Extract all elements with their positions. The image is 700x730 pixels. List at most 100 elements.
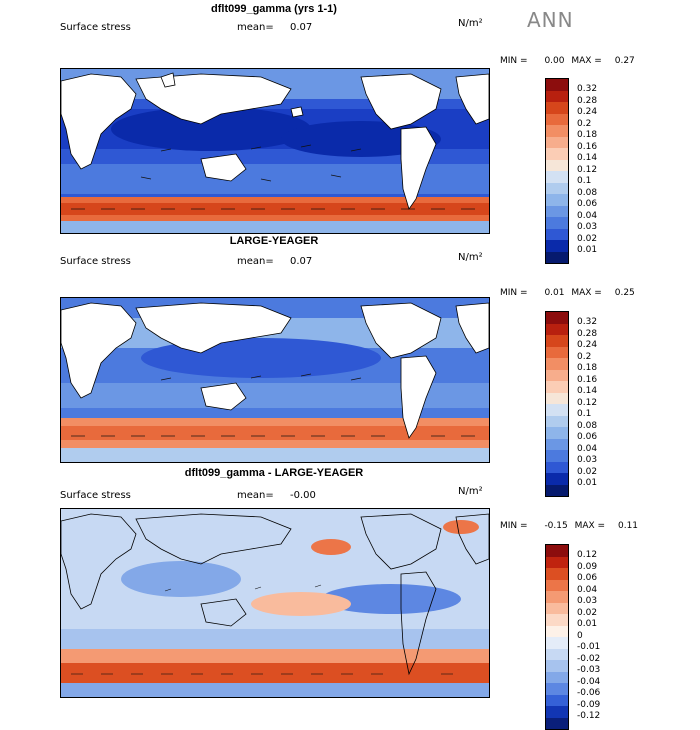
panel-3-mean-label: mean= bbox=[237, 490, 274, 501]
colorbar-tick-label: -0.01 bbox=[577, 642, 601, 652]
colorbar-tick-label: 0.02 bbox=[577, 607, 598, 618]
colorbar-swatch bbox=[546, 381, 568, 393]
colorbar-tick-label: 0.12 bbox=[577, 550, 598, 560]
panel-3-colorbar-labels: 0.12 0.09 0.06 0.04 0.03 0.02 0.01 0 -0.01 -0.02-… bbox=[577, 550, 600, 723]
colorbar-swatch bbox=[546, 415, 568, 427]
colorbar-tick-label: 0.28 bbox=[577, 328, 598, 339]
panel-3-variable: Surface stress bbox=[60, 490, 131, 501]
panel-3-map-graphic bbox=[61, 509, 489, 697]
colorbar-tick-label: 0.03 bbox=[577, 596, 598, 606]
colorbar-tick-label: 0 bbox=[577, 630, 583, 641]
colorbar-swatch bbox=[546, 683, 568, 695]
colorbar-tick-label: 0.18 bbox=[577, 130, 598, 140]
colorbar-tick-label: 0.24 bbox=[577, 340, 598, 350]
colorbar-tick-label: 0.02 bbox=[577, 233, 598, 244]
panel-1-minmax: MIN = 0.00 MAX = 0.27 bbox=[500, 56, 635, 66]
colorbar-tick-label: 0.03 bbox=[577, 455, 598, 465]
panel-1-title: dflt099_gamma (yrs 1-1) bbox=[211, 3, 337, 15]
colorbar-tick-label: 0.32 bbox=[577, 317, 598, 327]
panel-3-min-label: MIN = bbox=[500, 521, 528, 531]
colorbar-swatch bbox=[546, 90, 568, 102]
panel-3-colorbar bbox=[545, 544, 569, 730]
colorbar-tick-label: 0.32 bbox=[577, 84, 598, 94]
colorbar-swatch bbox=[546, 217, 568, 229]
panel-3-minmax: MIN = -0.15 MAX = 0.11 bbox=[500, 521, 638, 531]
colorbar-swatch bbox=[546, 205, 568, 217]
colorbar-swatch bbox=[546, 545, 568, 557]
colorbar-swatch bbox=[546, 706, 568, 718]
colorbar-tick-label: 0.14 bbox=[577, 153, 598, 163]
colorbar-swatch bbox=[546, 614, 568, 626]
colorbar-tick-label: 0.18 bbox=[577, 363, 598, 373]
colorbar-tick-label: -0.09 bbox=[577, 699, 601, 710]
colorbar-swatch bbox=[546, 240, 568, 252]
colorbar-tick-label: 0.24 bbox=[577, 107, 598, 117]
colorbar-tick-label: 0.04 bbox=[577, 584, 598, 595]
colorbar-swatch bbox=[546, 602, 568, 614]
colorbar-tick-label: 0.28 bbox=[577, 95, 598, 106]
panel-2-map bbox=[60, 297, 490, 463]
colorbar-tick-label: 0.06 bbox=[577, 573, 598, 583]
panel-2-max-value: 0.25 bbox=[614, 288, 635, 298]
colorbar-swatch bbox=[546, 159, 568, 171]
colorbar-tick-label: 0.1 bbox=[577, 409, 592, 419]
colorbar-swatch bbox=[546, 404, 568, 416]
panel-3-max-value: 0.11 bbox=[617, 521, 639, 531]
colorbar-swatch bbox=[546, 369, 568, 381]
colorbar-tick-label: 0.16 bbox=[577, 141, 598, 152]
panel-1-map-graphic bbox=[61, 69, 489, 233]
panel-2-colorbar-labels: 0.32 0.28 0.24 0.2 0.18 0.16 0.14 0.12 0.1 0.08 0.… bbox=[577, 317, 597, 490]
colorbar-swatch bbox=[546, 450, 568, 462]
panel-3-units: N/m² bbox=[458, 486, 483, 497]
colorbar-tick-label: 0.12 bbox=[577, 397, 598, 408]
colorbar-swatch bbox=[546, 694, 568, 706]
colorbar-swatch bbox=[546, 228, 568, 240]
panel-3-max-label: MAX = bbox=[574, 521, 606, 531]
colorbar-tick-label: 0.08 bbox=[577, 420, 598, 431]
panel-1-map bbox=[60, 68, 490, 234]
colorbar-swatch bbox=[546, 346, 568, 358]
panel-1-colorbar bbox=[545, 78, 569, 264]
colorbar-swatch bbox=[546, 251, 568, 263]
colorbar-swatch bbox=[546, 461, 568, 473]
panel-1-max-value: 0.27 bbox=[614, 56, 635, 66]
colorbar-tick-label: 0.03 bbox=[577, 222, 598, 232]
colorbar-swatch bbox=[546, 113, 568, 125]
colorbar-tick-label: 0.08 bbox=[577, 187, 598, 198]
colorbar-tick-label: 0.04 bbox=[577, 210, 598, 221]
panel-1-variable: Surface stress bbox=[60, 22, 131, 33]
panel-2-map-graphic bbox=[61, 298, 489, 462]
panel-3-min-value: -0.15 bbox=[544, 521, 568, 531]
colorbar-swatch bbox=[546, 484, 568, 496]
colorbar-swatch bbox=[546, 182, 568, 194]
panel-2-min-label: MIN = bbox=[500, 288, 528, 298]
panel-2-colorbar bbox=[545, 311, 569, 497]
colorbar-swatch bbox=[546, 335, 568, 347]
colorbar-swatch bbox=[546, 148, 568, 160]
colorbar-tick-label: -0.02 bbox=[577, 653, 601, 664]
panel-1-min-label: MIN = bbox=[500, 56, 528, 66]
colorbar-swatch bbox=[546, 556, 568, 568]
colorbar-swatch bbox=[546, 392, 568, 404]
colorbar-swatch bbox=[546, 473, 568, 485]
colorbar-tick-label: 0.06 bbox=[577, 432, 598, 442]
panel-2-mean-label: mean= bbox=[237, 256, 274, 267]
panel-3-title: dflt099_gamma - LARGE-YEAGER bbox=[184, 467, 364, 479]
season-label: ANN bbox=[527, 8, 574, 32]
colorbar-swatch bbox=[546, 660, 568, 672]
colorbar-tick-label: -0.12 bbox=[577, 711, 601, 721]
colorbar-tick-label: -0.04 bbox=[577, 676, 601, 687]
colorbar-swatch bbox=[546, 323, 568, 335]
colorbar-tick-label: 0.01 bbox=[577, 245, 598, 255]
colorbar-swatch bbox=[546, 625, 568, 637]
panel-1-max-label: MAX = bbox=[571, 56, 602, 66]
colorbar-swatch bbox=[546, 579, 568, 591]
colorbar-swatch bbox=[546, 312, 568, 324]
panel-2-max-label: MAX = bbox=[571, 288, 602, 298]
colorbar-swatch bbox=[546, 717, 568, 729]
panel-2-minmax: MIN = 0.01 MAX = 0.25 bbox=[500, 288, 635, 298]
panel-1-units: N/m² bbox=[458, 18, 483, 29]
colorbar-tick-label: 0.01 bbox=[577, 478, 598, 488]
colorbar-swatch bbox=[546, 591, 568, 603]
colorbar-tick-label: 0.2 bbox=[577, 118, 592, 129]
